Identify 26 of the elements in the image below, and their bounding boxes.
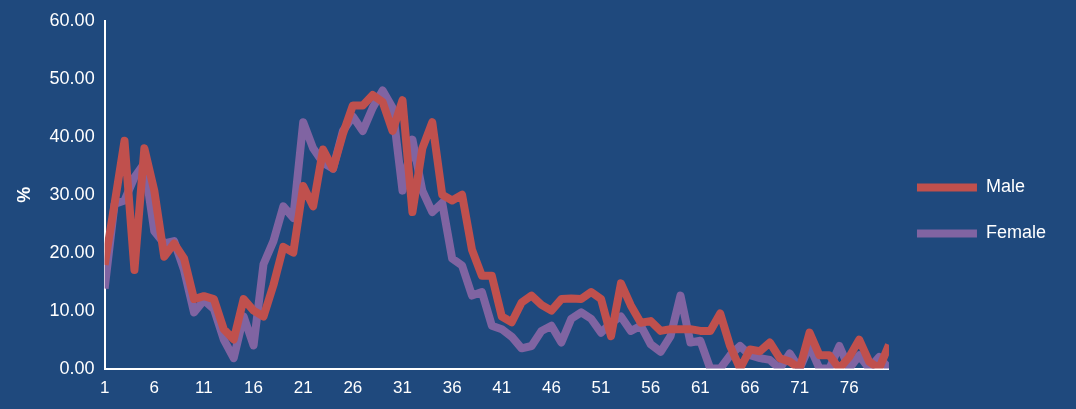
x-tick-label: 21 <box>293 378 313 398</box>
x-tick-label: 26 <box>343 378 363 398</box>
x-tick-label: 36 <box>442 378 462 398</box>
x-tick-label: 66 <box>740 378 760 398</box>
x-tick-label: 41 <box>492 378 512 398</box>
y-tick-label: 40.00 <box>49 125 95 146</box>
y-tick-label: 30.00 <box>49 183 95 204</box>
x-tick-label: 31 <box>393 378 412 398</box>
x-tick-label: 46 <box>541 378 561 398</box>
legend-label: Male <box>985 176 1025 197</box>
x-tick-label: 51 <box>591 378 611 398</box>
y-tick-label: 20.00 <box>49 241 95 262</box>
x-tick-label: 61 <box>690 378 710 398</box>
x-tick-label: 71 <box>790 378 810 398</box>
x-tick-label: 16 <box>244 378 264 398</box>
y-tick-label: 60.00 <box>49 9 95 30</box>
y-tick-label: 0.00 <box>59 357 95 378</box>
y-tick-label: 50.00 <box>49 67 95 88</box>
x-tick-label: 6 <box>149 378 160 398</box>
x-tick-label: 1 <box>99 378 110 398</box>
x-tick-label: 56 <box>641 378 661 398</box>
y-axis-title: % <box>13 186 34 203</box>
legend-label: Female <box>985 222 1047 243</box>
x-tick-label: 11 <box>195 378 213 398</box>
x-tick-label: 76 <box>839 378 859 398</box>
y-tick-label: 10.00 <box>49 299 95 320</box>
